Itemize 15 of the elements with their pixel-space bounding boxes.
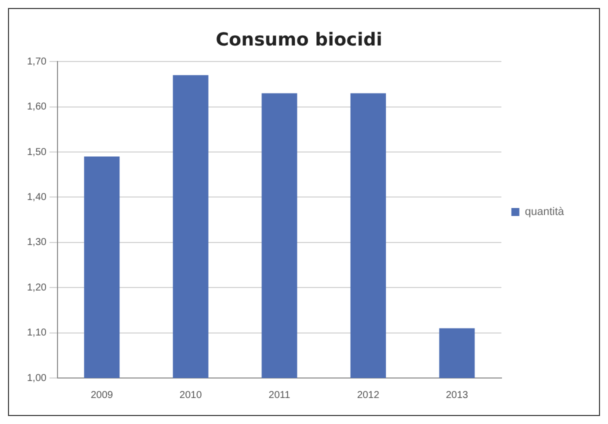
y-tick-label: 1,20 xyxy=(26,282,47,294)
x-tick-label: 2009 xyxy=(90,390,114,401)
x-tick-label: 2013 xyxy=(446,390,469,401)
y-tick-label: 1,60 xyxy=(26,102,47,113)
legend-label: quantità xyxy=(524,206,565,218)
y-tick-label: 1,70 xyxy=(26,56,47,68)
y-tick-label: 1,10 xyxy=(26,328,47,339)
y-tick-label: 1,40 xyxy=(26,192,47,203)
chart-title: Consumo biocidi xyxy=(216,29,382,50)
y-tick-label: 1,00 xyxy=(26,372,47,384)
y-tick-label: 1,50 xyxy=(26,146,47,158)
y-tick-label: 1,30 xyxy=(26,237,47,248)
x-tick-label: 2011 xyxy=(268,390,291,401)
x-tick-label: 2010 xyxy=(180,390,202,401)
x-tick-label: 2012 xyxy=(357,390,380,401)
